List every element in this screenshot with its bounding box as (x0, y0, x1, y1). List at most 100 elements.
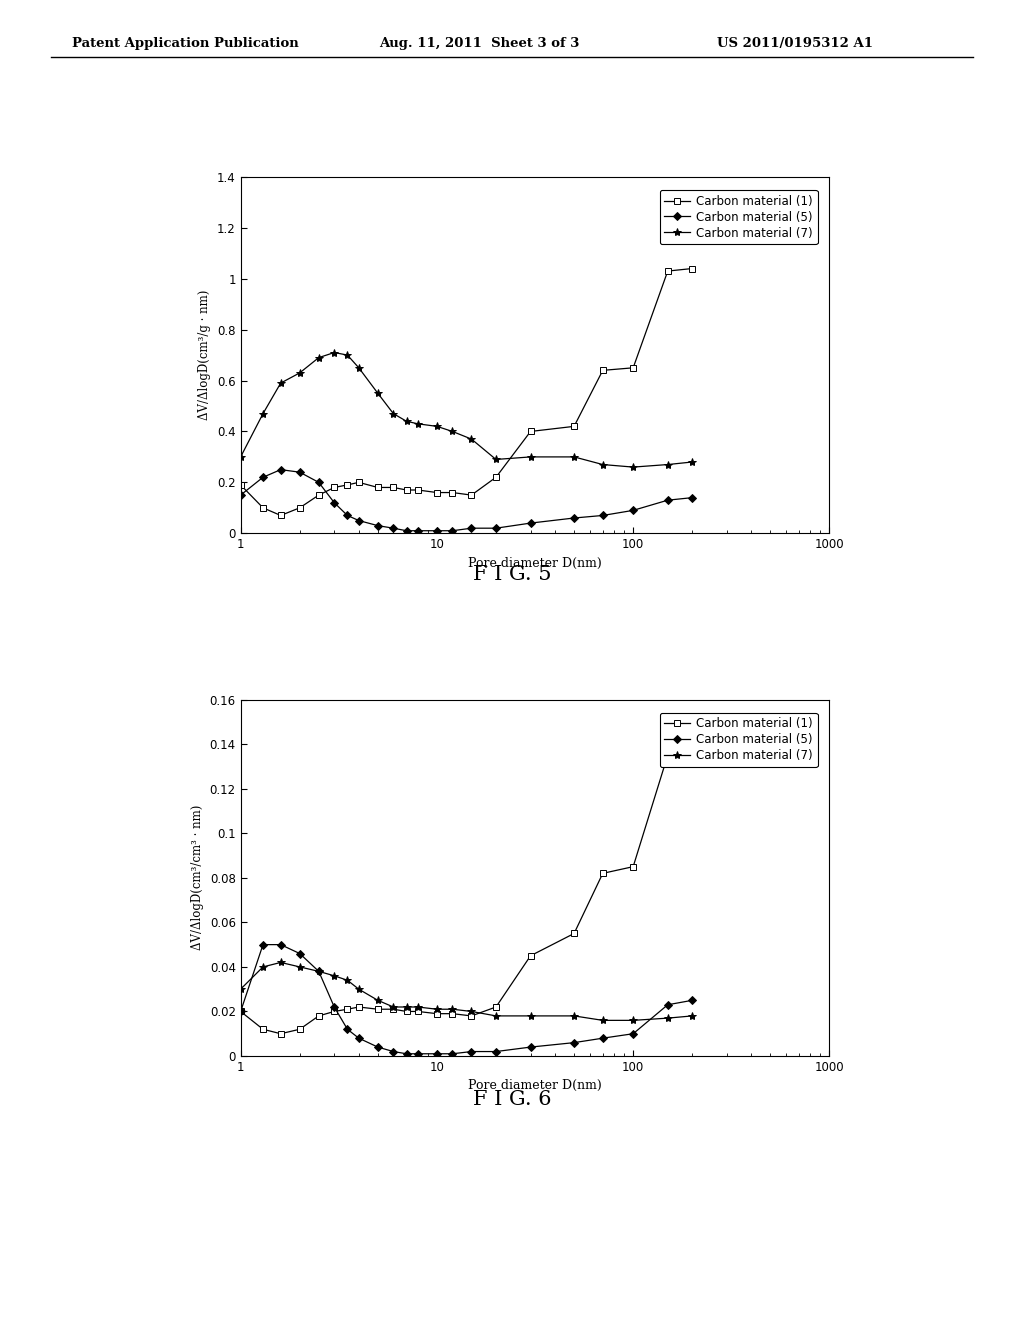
Carbon material (7) (412, 999, 424, 1015)
Carbon material (1) (489, 999, 502, 1015)
Carbon material (1) (446, 1006, 459, 1022)
Carbon material (5) (294, 945, 306, 961)
Carbon material (5) (294, 465, 306, 480)
Carbon material (7) (294, 958, 306, 974)
Carbon material (1) (597, 866, 609, 882)
Line: Carbon material (7): Carbon material (7) (237, 348, 696, 471)
Carbon material (7) (341, 347, 353, 363)
Text: Aug. 11, 2011  Sheet 3 of 3: Aug. 11, 2011 Sheet 3 of 3 (379, 37, 580, 50)
Text: US 2011/0195312 A1: US 2011/0195312 A1 (717, 37, 872, 50)
Carbon material (5) (387, 1044, 399, 1060)
Carbon material (1) (387, 1002, 399, 1018)
Carbon material (5) (597, 1030, 609, 1045)
Carbon material (5) (341, 508, 353, 524)
Carbon material (5) (328, 495, 340, 511)
Carbon material (5) (234, 487, 247, 503)
Carbon material (5) (686, 490, 698, 506)
Carbon material (5) (662, 997, 674, 1012)
Carbon material (1) (352, 999, 365, 1015)
Carbon material (7) (257, 958, 269, 974)
Carbon material (7) (352, 981, 365, 997)
Carbon material (7) (387, 999, 399, 1015)
Carbon material (7) (431, 418, 443, 434)
Carbon material (7) (597, 457, 609, 473)
Line: Carbon material (5): Carbon material (5) (238, 467, 695, 533)
Carbon material (5) (524, 1039, 537, 1055)
Legend: Carbon material (1), Carbon material (5), Carbon material (7): Carbon material (1), Carbon material (5)… (659, 713, 817, 767)
Carbon material (1) (524, 424, 537, 440)
Carbon material (1) (400, 482, 413, 498)
Carbon material (7) (524, 1008, 537, 1024)
Carbon material (1) (662, 747, 674, 763)
Y-axis label: ΔV/ΔlogD(cm³/cm³ · nm): ΔV/ΔlogD(cm³/cm³ · nm) (191, 805, 204, 950)
Carbon material (7) (372, 993, 384, 1008)
Carbon material (1) (446, 484, 459, 500)
Carbon material (1) (257, 500, 269, 516)
Carbon material (1) (568, 418, 581, 434)
Carbon material (7) (274, 954, 287, 970)
Carbon material (7) (372, 385, 384, 401)
Carbon material (1) (294, 1022, 306, 1038)
Carbon material (7) (312, 964, 325, 979)
Carbon material (5) (341, 1022, 353, 1038)
Carbon material (7) (412, 416, 424, 432)
Carbon material (5) (412, 1045, 424, 1061)
Carbon material (1) (412, 482, 424, 498)
Carbon material (5) (431, 523, 443, 539)
Carbon material (1) (686, 260, 698, 276)
Carbon material (5) (568, 1035, 581, 1051)
Y-axis label: ΔV/ΔlogD(cm³/g · nm): ΔV/ΔlogD(cm³/g · nm) (199, 290, 212, 420)
Carbon material (1) (627, 859, 639, 875)
Carbon material (1) (412, 1003, 424, 1019)
Carbon material (5) (524, 515, 537, 531)
Carbon material (7) (597, 1012, 609, 1028)
Line: Carbon material (7): Carbon material (7) (237, 958, 696, 1024)
Carbon material (5) (312, 474, 325, 490)
Carbon material (7) (662, 457, 674, 473)
Carbon material (5) (465, 520, 477, 536)
Carbon material (7) (568, 1008, 581, 1024)
Carbon material (1) (312, 487, 325, 503)
Carbon material (1) (431, 484, 443, 500)
Carbon material (1) (627, 360, 639, 376)
Carbon material (1) (431, 1006, 443, 1022)
Line: Carbon material (1): Carbon material (1) (238, 265, 695, 519)
Legend: Carbon material (1), Carbon material (5), Carbon material (7): Carbon material (1), Carbon material (5)… (659, 190, 817, 244)
Carbon material (7) (234, 449, 247, 465)
Carbon material (7) (400, 999, 413, 1015)
Carbon material (1) (372, 1002, 384, 1018)
Carbon material (5) (686, 993, 698, 1008)
Carbon material (7) (328, 345, 340, 360)
Carbon material (1) (234, 1003, 247, 1019)
Carbon material (1) (328, 1003, 340, 1019)
Carbon material (1) (387, 479, 399, 495)
Carbon material (5) (387, 520, 399, 536)
X-axis label: Pore diameter D(nm): Pore diameter D(nm) (468, 1080, 602, 1093)
Carbon material (1) (352, 474, 365, 490)
Carbon material (1) (234, 477, 247, 492)
Carbon material (5) (446, 523, 459, 539)
Carbon material (7) (274, 375, 287, 391)
Carbon material (5) (274, 462, 287, 478)
Carbon material (5) (352, 512, 365, 528)
Carbon material (7) (627, 459, 639, 475)
Carbon material (1) (400, 1003, 413, 1019)
Carbon material (1) (372, 479, 384, 495)
Carbon material (7) (627, 1012, 639, 1028)
Carbon material (5) (352, 1030, 365, 1045)
Carbon material (1) (524, 948, 537, 964)
Carbon material (1) (597, 363, 609, 379)
Carbon material (7) (234, 981, 247, 997)
Carbon material (7) (400, 413, 413, 429)
Carbon material (1) (662, 263, 674, 279)
Carbon material (7) (328, 968, 340, 983)
Carbon material (7) (686, 1008, 698, 1024)
Carbon material (7) (387, 405, 399, 421)
Carbon material (1) (257, 1022, 269, 1038)
Carbon material (5) (627, 503, 639, 519)
Carbon material (5) (372, 517, 384, 533)
Carbon material (5) (274, 937, 287, 953)
Carbon material (7) (431, 1002, 443, 1018)
Carbon material (7) (465, 432, 477, 447)
Carbon material (7) (341, 973, 353, 989)
